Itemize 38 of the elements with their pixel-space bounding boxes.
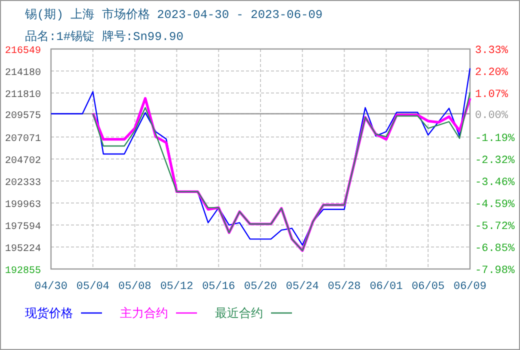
y-tick-label: 192855 (4, 266, 41, 277)
x-tick-label: 05/04 (76, 281, 110, 293)
y2-tick-label: -7.98% (475, 265, 516, 277)
x-tick-label: 06/05 (412, 281, 445, 293)
chart-title: 锡(期) 上海 市场价格 2023-04-30 - 2023-06-09 (24, 7, 323, 22)
x-tick-label: 05/08 (118, 281, 152, 293)
y-tick-label: 216549 (4, 46, 41, 57)
x-tick-label: 05/20 (244, 281, 278, 293)
legend-label: 主力合约 (120, 306, 168, 321)
x-tick-label: 05/12 (160, 281, 194, 293)
y2-tick-label: -4.59% (475, 199, 516, 212)
chart-subtitle: 品名:1#锡锭 牌号:Sn99.90 (25, 30, 184, 44)
x-tick-label: 05/28 (328, 281, 361, 293)
y-tick-label: 197594 (4, 222, 41, 233)
x-tick-label: 04/30 (34, 281, 68, 293)
y-tick-label: 204702 (4, 156, 41, 167)
y2-tick-label: 1.07% (475, 88, 508, 101)
y2-tick-label: 3.33% (475, 45, 508, 57)
legend-label: 最近合约 (215, 307, 263, 321)
y2-tick-label: -2.32% (475, 154, 516, 167)
y-tick-label: 209575 (4, 110, 41, 122)
x-tick-label: 06/09 (453, 281, 487, 293)
y2-tick-label: 0.00% (475, 110, 508, 122)
x-tick-label: 06/01 (370, 281, 404, 293)
y2-tick-label: -1.19% (475, 132, 516, 145)
y2-tick-label: -6.85% (475, 243, 516, 256)
y2-tick-label: 2.20% (475, 66, 508, 79)
y2-tick-label: -3.46% (475, 177, 516, 190)
y-tick-label: 202333 (4, 178, 41, 189)
x-tick-label: 05/16 (202, 281, 236, 293)
y-tick-label: 214180 (4, 68, 41, 79)
y-tick-label: 211810 (4, 90, 41, 101)
x-tick-label: 05/24 (286, 281, 320, 293)
y-tick-label: 207071 (4, 134, 41, 146)
y2-tick-label: -5.72% (475, 221, 516, 234)
y-tick-label: 199963 (4, 200, 41, 211)
y-tick-label: 195224 (4, 244, 41, 256)
legend-label: 现货价格 (25, 307, 73, 321)
